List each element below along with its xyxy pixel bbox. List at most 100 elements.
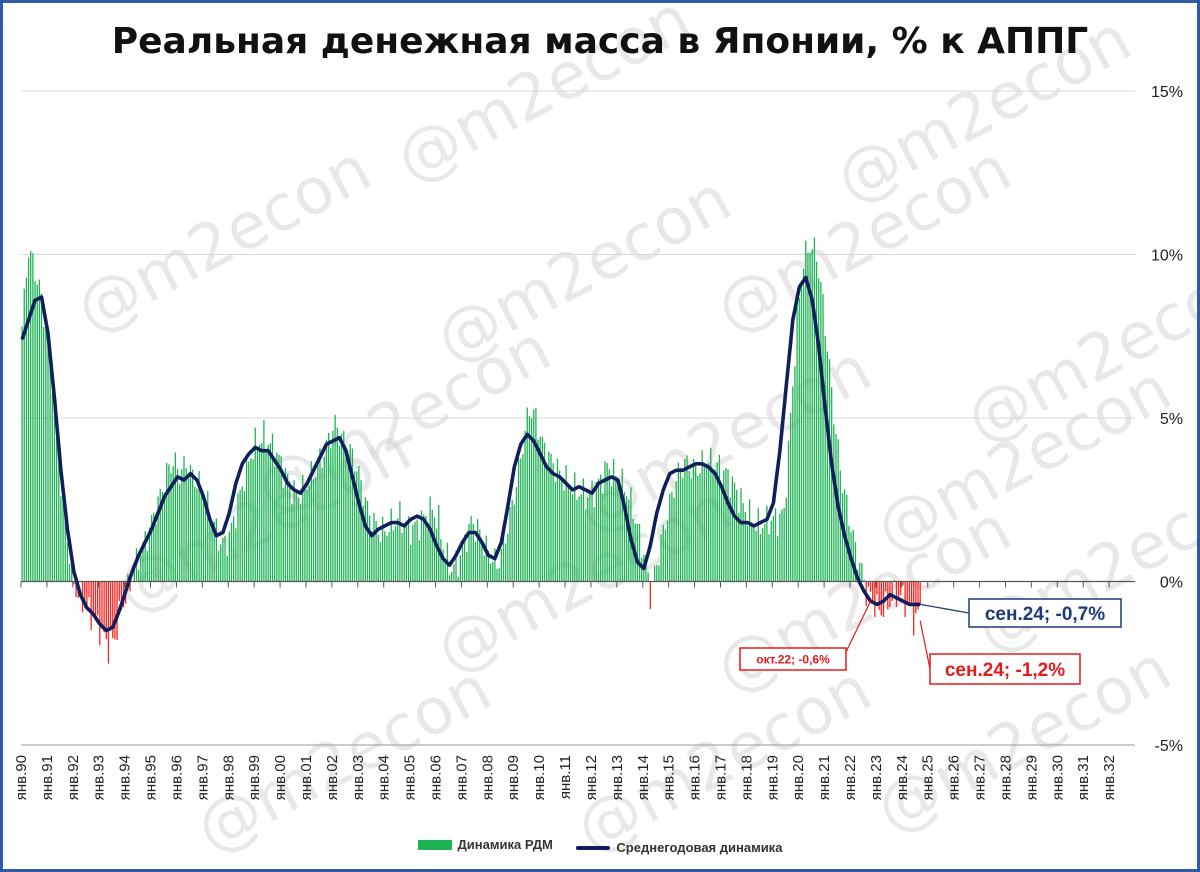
bar bbox=[293, 480, 295, 582]
bar bbox=[783, 507, 785, 582]
x-tick-label: янв.16 bbox=[687, 755, 704, 800]
bar bbox=[736, 489, 738, 582]
bar bbox=[360, 480, 362, 582]
chart-title: Реальная денежная масса в Японии, % к АП… bbox=[111, 21, 1089, 62]
bar bbox=[321, 467, 323, 582]
bar bbox=[336, 427, 338, 582]
bar bbox=[485, 535, 487, 582]
bar bbox=[481, 544, 483, 582]
bar bbox=[479, 529, 481, 582]
bar bbox=[381, 516, 384, 582]
bar bbox=[777, 536, 779, 582]
bar bbox=[697, 475, 699, 582]
bar bbox=[420, 510, 423, 582]
callout-leader bbox=[919, 620, 931, 670]
bar bbox=[40, 293, 43, 582]
bar bbox=[442, 549, 444, 582]
bar bbox=[401, 532, 403, 582]
bar bbox=[591, 480, 593, 582]
bar bbox=[610, 486, 613, 582]
bar bbox=[440, 539, 442, 582]
x-tick-label: янв.05 bbox=[402, 755, 419, 800]
bar bbox=[682, 478, 684, 582]
bar bbox=[371, 531, 373, 582]
x-tick-label: янв.23 bbox=[868, 755, 885, 800]
bar bbox=[872, 581, 874, 604]
bar bbox=[826, 351, 829, 582]
x-tick-label: янв.10 bbox=[531, 755, 548, 800]
bar bbox=[230, 522, 233, 582]
x-tick-label: янв.02 bbox=[324, 755, 341, 800]
x-tick-label: янв.28 bbox=[997, 755, 1014, 800]
bar bbox=[390, 508, 392, 582]
bar bbox=[146, 550, 148, 582]
bar bbox=[103, 581, 105, 633]
x-tick-label: янв.30 bbox=[1049, 755, 1066, 800]
bar bbox=[576, 499, 578, 582]
x-tick-label: янв.18 bbox=[738, 755, 755, 800]
bar bbox=[876, 581, 878, 595]
bar bbox=[766, 505, 768, 582]
bar bbox=[429, 496, 431, 582]
bar bbox=[286, 473, 289, 582]
bar bbox=[448, 575, 451, 582]
bar bbox=[133, 569, 135, 582]
bar bbox=[418, 540, 420, 582]
bar bbox=[53, 396, 56, 582]
x-tick-label: янв.15 bbox=[661, 755, 678, 800]
bar bbox=[641, 557, 643, 582]
bar bbox=[109, 581, 112, 631]
bar bbox=[94, 581, 97, 617]
bar bbox=[738, 512, 740, 582]
bar bbox=[690, 478, 692, 582]
bar bbox=[764, 523, 766, 582]
bar bbox=[897, 581, 900, 598]
bar bbox=[537, 439, 539, 582]
callout-leader bbox=[920, 603, 970, 614]
bar bbox=[718, 454, 721, 582]
bar bbox=[431, 509, 433, 582]
bar bbox=[505, 543, 507, 582]
bar bbox=[416, 519, 418, 582]
bar bbox=[852, 529, 854, 582]
bar bbox=[638, 523, 641, 582]
bar bbox=[695, 466, 697, 582]
bar bbox=[807, 252, 809, 582]
y-tick-label: 5% bbox=[1160, 411, 1183, 428]
bar bbox=[546, 468, 548, 582]
bar bbox=[714, 469, 716, 582]
bar bbox=[822, 293, 824, 582]
bar bbox=[796, 306, 798, 582]
bar bbox=[502, 534, 505, 582]
bar bbox=[530, 418, 533, 582]
bar bbox=[854, 542, 857, 582]
bar bbox=[157, 496, 159, 582]
bar bbox=[220, 544, 222, 582]
bar bbox=[628, 499, 630, 582]
bar bbox=[893, 580, 895, 582]
bar bbox=[269, 443, 272, 582]
bar bbox=[196, 488, 198, 582]
x-tick-label: янв.95 bbox=[143, 755, 160, 800]
bar bbox=[636, 523, 639, 582]
bar bbox=[343, 430, 345, 582]
bar bbox=[757, 507, 759, 582]
bar bbox=[859, 562, 861, 582]
bar bbox=[239, 489, 241, 582]
x-tick-label: янв.32 bbox=[1101, 755, 1118, 800]
bar bbox=[647, 572, 649, 582]
bar bbox=[774, 508, 777, 582]
bar bbox=[183, 455, 185, 582]
bar bbox=[595, 482, 597, 582]
bar bbox=[904, 581, 906, 618]
x-tick-label: янв.27 bbox=[972, 755, 989, 800]
bar bbox=[403, 524, 405, 582]
bar bbox=[818, 278, 820, 582]
bar bbox=[308, 485, 310, 582]
x-tick-label: янв.90 bbox=[13, 755, 30, 800]
bar bbox=[466, 552, 468, 582]
bar bbox=[489, 563, 492, 582]
bar bbox=[533, 409, 535, 582]
bar bbox=[908, 581, 911, 606]
x-tick-label: янв.92 bbox=[65, 755, 82, 800]
